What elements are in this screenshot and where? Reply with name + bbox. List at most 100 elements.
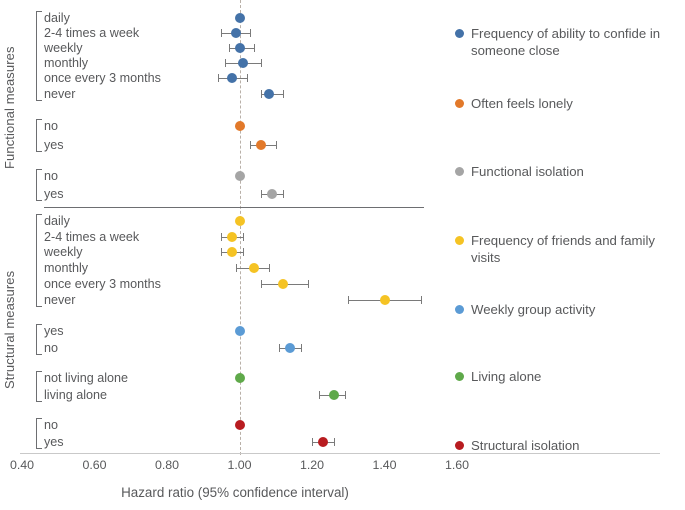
legend-item-label: Structural isolation bbox=[471, 438, 580, 453]
ci-upper-cap bbox=[333, 438, 335, 446]
ci-upper-cap bbox=[308, 280, 310, 288]
legend-item[interactable]: Weekly group activity bbox=[455, 301, 595, 318]
ci-upper-cap bbox=[283, 190, 284, 198]
legend-item-label: Frequency of friends and family visits bbox=[471, 233, 655, 265]
legend: Frequency of ability to confide in someo… bbox=[455, 0, 685, 510]
data-point-marker bbox=[249, 263, 259, 273]
x-axis-tick-label: 1.00 bbox=[227, 458, 252, 472]
data-point-marker bbox=[328, 390, 339, 400]
row-label: monthly bbox=[44, 261, 89, 275]
ci-upper-cap bbox=[254, 44, 255, 52]
legend-item[interactable]: Functional isolation bbox=[455, 163, 584, 180]
legend-color-swatch-icon bbox=[455, 305, 464, 314]
legend-color-swatch-icon bbox=[455, 167, 464, 176]
row-label: no bbox=[44, 418, 59, 432]
legend-item-label: Frequency of ability to confide in someo… bbox=[471, 26, 661, 58]
data-point-marker bbox=[234, 216, 245, 226]
x-axis-tick-label: 1.60 bbox=[444, 458, 470, 472]
row-group-bracket bbox=[36, 169, 42, 201]
data-point-marker bbox=[234, 43, 245, 53]
row-group-bracket bbox=[36, 418, 42, 449]
ci-lower-cap bbox=[261, 190, 263, 198]
data-point-marker bbox=[256, 140, 267, 150]
legend-item[interactable]: Often feels lonely bbox=[455, 95, 573, 112]
data-point-marker bbox=[263, 89, 274, 99]
ci-upper-cap bbox=[420, 296, 422, 304]
row-label: daily bbox=[44, 11, 70, 25]
row-label: yes bbox=[44, 324, 64, 338]
ci-lower-cap bbox=[228, 44, 230, 52]
ci-lower-cap bbox=[221, 29, 223, 37]
data-point-marker bbox=[230, 28, 241, 38]
x-axis-line bbox=[20, 453, 660, 454]
row-group-bracket bbox=[36, 119, 42, 152]
ci-lower-cap bbox=[261, 90, 263, 98]
ci-upper-cap bbox=[261, 59, 263, 67]
row-label: living alone bbox=[44, 388, 108, 402]
legend-item[interactable]: Frequency of friends and family visits bbox=[455, 232, 676, 266]
row-label: no bbox=[44, 169, 59, 183]
x-axis-tick-label: 1.40 bbox=[372, 458, 397, 472]
legend-item[interactable]: Living alone bbox=[455, 368, 541, 385]
ci-upper-cap bbox=[250, 29, 252, 37]
data-point-marker bbox=[278, 279, 288, 289]
x-axis-tick-label: 1.20 bbox=[299, 458, 325, 472]
data-point-marker bbox=[234, 171, 245, 181]
data-point-marker bbox=[234, 326, 245, 336]
ci-upper-cap bbox=[243, 233, 245, 241]
ci-upper-cap bbox=[344, 391, 346, 399]
row-group-bracket bbox=[36, 11, 42, 101]
ci-lower-cap bbox=[348, 296, 350, 304]
ci-upper-cap bbox=[283, 90, 284, 98]
ci-upper-cap bbox=[275, 141, 277, 149]
row-label: yes bbox=[44, 138, 64, 152]
data-point-marker bbox=[317, 437, 328, 447]
data-point-marker bbox=[285, 343, 296, 353]
data-point-marker bbox=[227, 232, 238, 242]
row-label: never bbox=[44, 87, 76, 101]
ci-lower-cap bbox=[221, 248, 223, 256]
legend-item[interactable]: Frequency of ability to confide in someo… bbox=[455, 25, 676, 59]
row-label: yes bbox=[44, 435, 64, 449]
ci-upper-cap bbox=[246, 74, 248, 82]
plot-area: daily 2-4 times a week weekly monthly once e… bbox=[10, 0, 660, 472]
row-label: 2-4 times a week bbox=[44, 230, 140, 244]
ci-lower-cap bbox=[217, 74, 219, 82]
legend-item-label: Living alone bbox=[471, 369, 542, 384]
ci-lower-cap bbox=[250, 141, 252, 149]
x-axis-tick-label: 0.40 bbox=[9, 458, 35, 472]
data-point-marker bbox=[379, 295, 390, 305]
legend-item-label: Functional isolation bbox=[471, 164, 584, 179]
row-label: monthly bbox=[44, 56, 89, 70]
row-label: no bbox=[44, 341, 59, 355]
legend-item[interactable]: Structural isolation bbox=[455, 437, 579, 454]
ci-lower-cap bbox=[312, 438, 313, 446]
row-label: never bbox=[44, 293, 76, 307]
ci-upper-cap bbox=[243, 248, 245, 256]
ci-upper-cap bbox=[268, 264, 270, 272]
legend-item-label: Weekly group activity bbox=[471, 302, 596, 317]
row-label: 2-4 times a week bbox=[44, 26, 140, 40]
legend-color-swatch-icon bbox=[455, 372, 464, 381]
ci-upper-cap bbox=[301, 344, 303, 352]
legend-color-swatch-icon bbox=[455, 99, 464, 108]
data-point-marker bbox=[234, 420, 245, 430]
row-group-bracket bbox=[36, 371, 42, 402]
legend-color-swatch-icon bbox=[455, 236, 464, 245]
row-label: not living alone bbox=[44, 371, 129, 385]
row-label: yes bbox=[44, 187, 64, 201]
ci-lower-cap bbox=[225, 59, 226, 67]
x-axis-tick-label: 0.60 bbox=[82, 458, 107, 472]
legend-color-swatch-icon bbox=[455, 29, 464, 38]
ci-lower-cap bbox=[279, 344, 281, 352]
legend-item-label: Often feels lonely bbox=[471, 96, 573, 111]
row-label: once every 3 months bbox=[44, 71, 161, 85]
data-point-marker bbox=[234, 373, 245, 383]
ci-lower-cap bbox=[319, 391, 321, 399]
data-point-marker bbox=[238, 58, 249, 68]
row-label: once every 3 months bbox=[44, 277, 161, 291]
data-point-marker bbox=[234, 121, 245, 131]
row-label: weekly bbox=[44, 41, 83, 55]
ci-lower-cap bbox=[261, 280, 263, 288]
